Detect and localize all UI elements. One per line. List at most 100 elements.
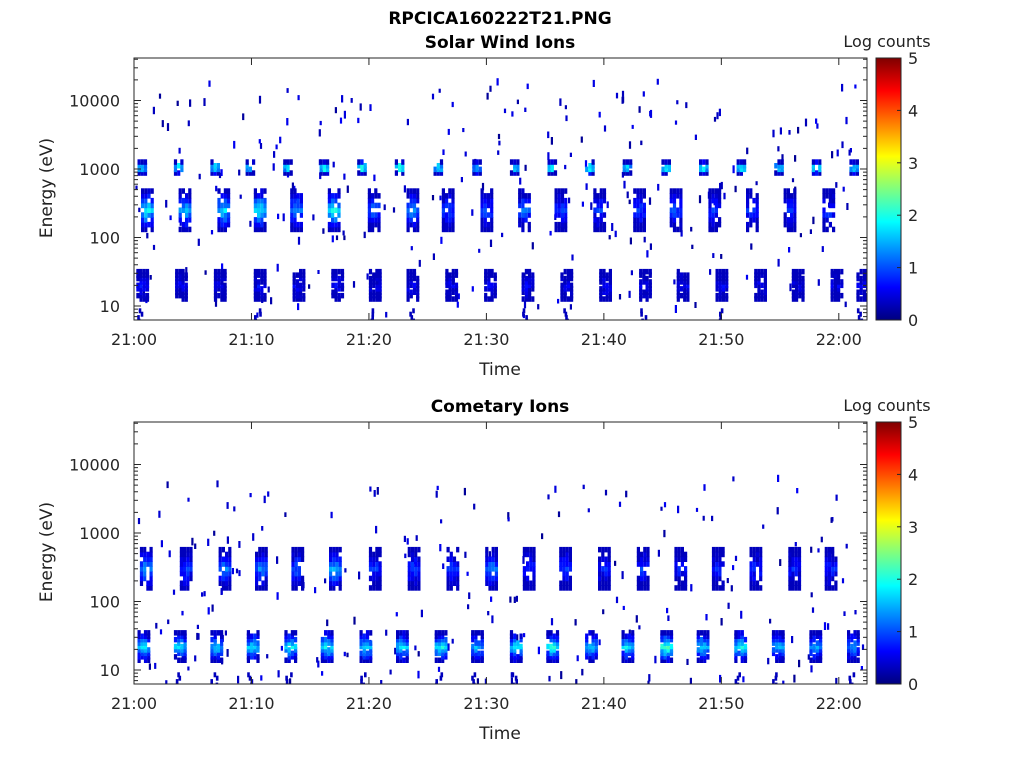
heatmap-cell: [321, 671, 324, 676]
heatmap-cell: [755, 181, 758, 186]
heatmap-cell: [369, 647, 373, 653]
heatmap-cell: [248, 170, 252, 176]
heatmap-cell: [213, 650, 217, 657]
heatmap-cell: [152, 106, 155, 115]
heatmap-cell: [599, 193, 603, 199]
heatmap-cell: [559, 585, 563, 591]
heatmap-cell: [181, 282, 185, 289]
heatmap-cell: [791, 580, 795, 586]
heatmap-cell: [405, 654, 409, 660]
heatmap-cell: [372, 282, 376, 289]
heatmap-cell: [834, 561, 838, 567]
heatmap-cell: [509, 650, 514, 657]
heatmap-cell: [368, 546, 373, 553]
heatmap-cell: [549, 650, 553, 657]
heatmap-cell: [565, 566, 569, 572]
heatmap-cell: [783, 193, 787, 199]
heatmap-cell: [837, 272, 841, 278]
heatmap-cell: [406, 212, 410, 218]
heatmap-cell: [564, 188, 568, 194]
heatmap-cell: [859, 268, 863, 275]
heatmap-cell: [316, 657, 319, 663]
heatmap-cell: [679, 188, 683, 194]
heatmap-cell: [478, 248, 481, 253]
heatmap-cell: [177, 640, 181, 646]
heatmap-cell: [487, 296, 491, 302]
heatmap-cell: [593, 207, 597, 213]
heatmap-cell: [416, 279, 420, 285]
heatmap-cell: [147, 657, 151, 663]
heatmap-cell: [143, 575, 147, 582]
heatmap-cell: [231, 568, 234, 575]
heatmap-cell: [394, 647, 397, 655]
heatmap-cell: [371, 202, 375, 209]
heatmap-cell: [739, 163, 743, 169]
heatmap-cell: [519, 177, 522, 185]
heatmap-cell: [142, 268, 146, 275]
heatmap-cell: [791, 272, 795, 278]
heatmap-cell: [293, 207, 297, 213]
heatmap-cell: [452, 570, 457, 577]
heatmap-cell: [643, 570, 647, 577]
heatmap-cell: [140, 170, 144, 176]
heatmap-cell: [409, 212, 413, 218]
heatmap-cell: [448, 221, 452, 228]
heatmap-cell: [302, 286, 306, 292]
heatmap-cell: [796, 488, 799, 494]
heatmap-cell: [140, 640, 144, 646]
heatmap-cell: [833, 282, 837, 289]
heatmap-cell: [516, 634, 519, 641]
heatmap-cell: [368, 279, 373, 285]
heatmap-cell: [416, 226, 420, 233]
heatmap-cell: [324, 643, 328, 650]
heatmap-cell: [809, 640, 813, 646]
heatmap-cell: [760, 268, 764, 275]
heatmap-cell: [312, 214, 315, 221]
heatmap-cell: [494, 551, 498, 558]
heatmap-cell: [334, 272, 338, 278]
heatmap-cell: [414, 580, 418, 586]
heatmap-cell: [490, 292, 494, 299]
heatmap-cell: [377, 221, 381, 228]
heatmap-cell: [327, 188, 331, 194]
heatmap-cell: [331, 292, 335, 299]
heatmap-cell: [549, 657, 553, 663]
heatmap-cell: [553, 170, 558, 176]
heatmap-cell: [711, 515, 714, 522]
heatmap-cell: [474, 633, 478, 639]
heatmap-cell: [856, 292, 860, 299]
heatmap-cell: [327, 207, 331, 213]
heatmap-cell: [140, 166, 144, 173]
heatmap-cell: [585, 183, 588, 190]
heatmap-cell: [260, 292, 264, 299]
heatmap-cell: [299, 282, 303, 289]
heatmap-cell: [283, 163, 287, 169]
heatmap-cell: [140, 647, 144, 653]
heatmap-cell: [417, 566, 421, 572]
heatmap-cell: [743, 636, 748, 643]
heatmap-cell: [441, 193, 445, 199]
heatmap-cell: [439, 195, 442, 201]
heatmap-cell: [188, 202, 192, 209]
heatmap-cell: [263, 272, 267, 278]
heatmap-cell: [818, 163, 822, 169]
heatmap-cell: [598, 570, 602, 577]
heatmap-cell: [602, 188, 607, 194]
heatmap-cell: [562, 585, 566, 591]
heatmap-cell: [686, 296, 690, 302]
heatmap-cell: [686, 275, 690, 282]
heatmap-cell: [718, 188, 722, 194]
heatmap-cell: [795, 275, 799, 282]
heatmap-cell: [339, 117, 343, 124]
heatmap-cell: [405, 650, 409, 657]
heatmap-cell: [343, 173, 346, 180]
heatmap-cell: [331, 289, 335, 295]
heatmap-cell: [861, 644, 865, 650]
heatmap-cell: [181, 610, 184, 616]
heatmap-cell: [178, 188, 182, 194]
heatmap-cell: [555, 636, 560, 643]
heatmap-cell: [374, 212, 378, 218]
heatmap-cell: [639, 279, 643, 285]
heatmap-cell: [702, 170, 706, 176]
heatmap-cell: [139, 575, 144, 582]
